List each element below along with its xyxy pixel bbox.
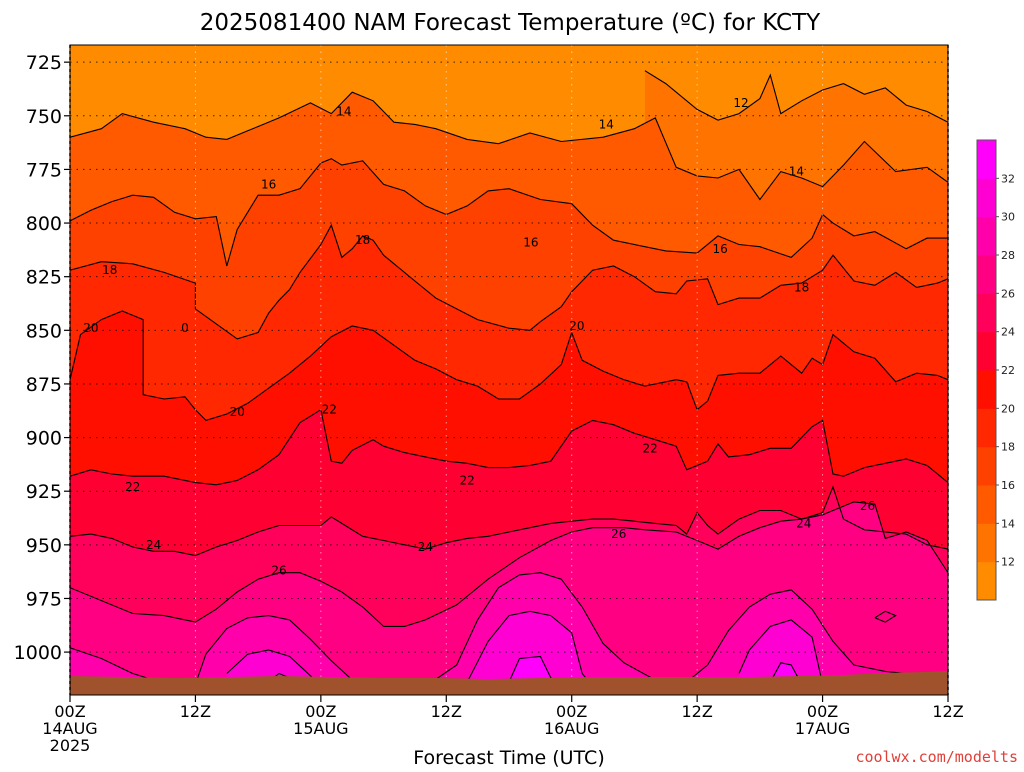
contour-label: 18: [794, 280, 809, 294]
x-axis-label: Forecast Time (UTC): [413, 747, 604, 768]
contour-label: 26: [860, 499, 875, 513]
colorbar-label: 18: [1001, 441, 1015, 454]
x-tick-label: 00Z: [305, 702, 336, 721]
colorbar-swatch: [977, 370, 996, 409]
isotherm-line-32: [769, 662, 803, 685]
chart-title: 2025081400 NAM Forecast Temperature (ºC)…: [200, 10, 821, 36]
x-tick-label: 12Z: [180, 702, 211, 721]
contour-label: 20: [83, 321, 98, 335]
colorbar-label: 20: [1001, 402, 1015, 415]
isotherm-line-24: [70, 485, 948, 557]
isotherm-line-30: [466, 610, 594, 687]
x-tick-label: 15AUG: [293, 719, 348, 738]
y-tick-label: 925: [26, 481, 62, 503]
isotherm-line-16: [70, 158, 948, 267]
isotherm-line-20: [70, 310, 948, 422]
contour-label: 24: [796, 516, 811, 530]
y-tick-label: 1000: [14, 642, 62, 664]
y-tick-label: 725: [26, 52, 62, 74]
isotherm-line-14: [70, 91, 948, 201]
contour-label: 16: [523, 235, 538, 249]
colorbar-swatch: [977, 255, 996, 294]
isotherm-line-28: [70, 572, 948, 687]
contour-label: 16: [261, 177, 276, 191]
terrain: [70, 671, 948, 695]
x-tick-label: 00Z: [807, 702, 838, 721]
colorbar-swatch: [977, 408, 996, 448]
colorbar-label: 16: [1001, 479, 1015, 492]
y-tick-label: 950: [26, 535, 62, 557]
contour-label: 26: [611, 527, 626, 541]
x-tick-label: 00Z: [556, 702, 587, 721]
y-tick-label: 750: [26, 106, 62, 128]
y-tick-label: 800: [26, 213, 62, 235]
colorbar-swatch: [977, 523, 996, 563]
colorbar-swatch: [977, 446, 996, 486]
y-tick-label: 975: [26, 588, 62, 610]
contour-label: 12: [733, 96, 748, 110]
colorbar-label: 22: [1001, 364, 1015, 377]
colorbar-swatch: [977, 485, 996, 524]
x-tick-label: 00Z: [54, 702, 85, 721]
colorbar-label: 32: [1001, 172, 1015, 185]
contour-label: 16: [712, 242, 727, 256]
colorbar-label: 28: [1001, 249, 1015, 262]
x-tick-label: 12Z: [681, 702, 712, 721]
contour-label: 22: [125, 480, 140, 494]
colorbar-label: 24: [1001, 326, 1015, 339]
colorbar-swatch: [977, 561, 996, 601]
x-tick-label: 14AUG: [42, 719, 97, 738]
contour-label: 14: [599, 117, 614, 131]
contour-label: 14: [789, 165, 804, 179]
contour-label: 18: [102, 263, 117, 277]
contour-label: 26: [271, 564, 286, 578]
colorbar-swatch: [977, 216, 996, 256]
isotherm-line-26: [874, 610, 897, 623]
contour-label: 22: [322, 403, 337, 417]
contour-label: 0: [181, 321, 189, 335]
x-tick-label: 2025: [50, 736, 91, 755]
x-tick-label: 16AUG: [544, 719, 599, 738]
y-tick-label: 775: [26, 159, 62, 181]
y-tick-label: 825: [26, 267, 62, 289]
isotherm-line-18: [70, 223, 948, 340]
isotherm-line-26: [70, 501, 948, 627]
y-tick-label: 850: [26, 320, 62, 342]
isotherm-line-22: [70, 408, 948, 486]
colorbar-label: 12: [1001, 556, 1015, 569]
x-tick-label: 17AUG: [795, 719, 850, 738]
contour-label: 22: [460, 473, 475, 487]
contour-label: 20: [569, 319, 584, 333]
isotherm-line-12: [644, 70, 948, 123]
colorbar-swatch: [977, 331, 996, 371]
plot-area: 12 14 14 14 16 16 16 18 18 18 20 20 20 22 22 22 22 24 24 24…: [70, 45, 948, 695]
colorbar-label: 26: [1001, 287, 1015, 300]
contour-label: 18: [355, 233, 370, 247]
y-tick-label: 900: [26, 428, 62, 450]
colorbar-swatch: [977, 140, 996, 179]
credit-text: coolwx.com/modelts: [855, 748, 1018, 766]
temperature-band-30: [467, 611, 593, 695]
x-tick-label: 12Z: [932, 702, 963, 721]
contour-label: 24: [418, 540, 433, 554]
colorbar-swatch: [977, 178, 996, 218]
contour-label: 22: [642, 441, 657, 455]
isotherm-line-30: [738, 619, 824, 685]
colorbar-label: 14: [1001, 517, 1015, 530]
x-tick-label: 12Z: [431, 702, 462, 721]
contour-label: 24: [146, 538, 161, 552]
contour-label: 14: [336, 105, 351, 119]
contour-label: 20: [230, 405, 245, 419]
colorbar-label: 30: [1001, 211, 1015, 224]
y-tick-label: 875: [26, 374, 62, 396]
colorbar-swatch: [977, 293, 996, 333]
